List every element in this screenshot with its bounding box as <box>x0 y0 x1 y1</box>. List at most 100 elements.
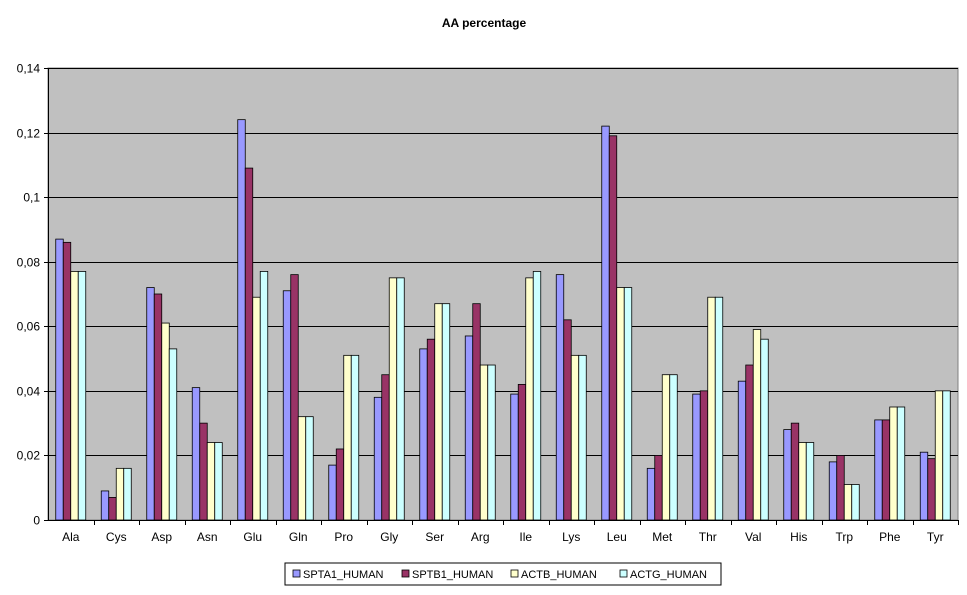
x-tick-label: Trp <box>835 530 853 544</box>
bar-ACTB_HUMAN-Val <box>752 329 762 521</box>
bar-SPTA1_HUMAN-Lys <box>555 274 565 521</box>
x-tick-label: Ala <box>62 530 80 544</box>
x-tick-label: Thr <box>699 530 717 544</box>
legend-label-ACTG_HUMAN: ACTG_HUMAN <box>630 569 707 581</box>
bar-ACTG_HUMAN-Cys <box>123 467 132 521</box>
bar-ACTB_HUMAN-Cys <box>115 467 125 521</box>
x-tick-label: Arg <box>471 530 490 544</box>
bar-SPTA1_HUMAN-Asp <box>146 287 155 521</box>
bar-ACTB_HUMAN-Asn <box>206 442 216 521</box>
bar-SPTB1_HUMAN-Glu <box>244 167 254 521</box>
bar-SPTB1_HUMAN-Lys <box>563 319 572 521</box>
bar-SPTB1_HUMAN-Thr <box>699 390 709 521</box>
x-tick-label: Met <box>652 530 673 544</box>
bar-SPTA1_HUMAN-Glu <box>237 119 246 521</box>
bar-ACTG_HUMAN-Phe <box>896 406 906 521</box>
bar-ACTG_HUMAN-Ala <box>77 270 87 521</box>
legend-label-ACTB_HUMAN: ACTB_HUMAN <box>521 569 597 581</box>
bar-SPTB1_HUMAN-Cys <box>108 496 117 521</box>
bar-SPTA1_HUMAN-Met <box>646 467 656 521</box>
bar-ACTG_HUMAN-Leu <box>623 287 633 521</box>
bar-ACTB_HUMAN-Asp <box>161 322 170 521</box>
bar-ACTB_HUMAN-His <box>798 442 807 521</box>
y-tick-label: 0,04 <box>17 385 41 399</box>
bar-ACTB_HUMAN-Ser <box>434 303 443 521</box>
bar-ACTB_HUMAN-Leu <box>616 287 625 521</box>
x-tick-label: Ser <box>425 530 444 544</box>
bar-ACTB_HUMAN-Met <box>661 374 671 521</box>
legend-swatch-SPTB1_HUMAN <box>401 569 410 578</box>
bar-ACTB_HUMAN-Lys <box>570 354 580 521</box>
x-tick-label: Gln <box>289 530 308 544</box>
y-tick-label: 0,1 <box>23 191 40 205</box>
x-tick-label: Gly <box>380 530 398 544</box>
bar-ACTB_HUMAN-Ile <box>525 277 534 521</box>
bar-ACTB_HUMAN-Thr <box>707 296 716 521</box>
bar-SPTA1_HUMAN-Asn <box>191 387 201 521</box>
x-tick-label: Val <box>745 530 761 544</box>
bar-SPTB1_HUMAN-His <box>790 422 800 521</box>
x-tick-label: Leu <box>607 530 627 544</box>
bar-ACTG_HUMAN-Gln <box>305 416 314 521</box>
bar-ACTG_HUMAN-Lys <box>578 354 587 521</box>
bar-ACTB_HUMAN-Gly <box>388 277 398 521</box>
bar-SPTA1_HUMAN-Arg <box>464 335 474 521</box>
bar-SPTB1_HUMAN-Asp <box>153 293 163 521</box>
bar-ACTB_HUMAN-Tyr <box>934 390 944 521</box>
x-tick-label: Tyr <box>927 530 944 544</box>
bar-SPTA1_HUMAN-Ser <box>419 348 428 521</box>
bar-ACTB_HUMAN-Arg <box>479 364 489 521</box>
bar-ACTG_HUMAN-Tyr <box>942 390 951 521</box>
x-tick-label: Glu <box>243 530 262 544</box>
legend-swatch-ACTB_HUMAN <box>510 569 519 578</box>
bar-SPTA1_HUMAN-Ile <box>510 393 519 521</box>
bar-ACTB_HUMAN-Gln <box>297 416 307 521</box>
y-tick-label: 0,14 <box>17 62 41 76</box>
legend-swatch-ACTG_HUMAN <box>619 569 628 578</box>
bar-SPTB1_HUMAN-Asn <box>199 422 208 521</box>
bar-SPTA1_HUMAN-Trp <box>828 461 838 521</box>
bar-ACTG_HUMAN-Met <box>669 374 678 521</box>
bar-SPTB1_HUMAN-Ser <box>426 338 436 521</box>
bar-ACTG_HUMAN-His <box>805 442 815 521</box>
bar-SPTB1_HUMAN-Gly <box>381 374 390 521</box>
bar-ACTB_HUMAN-Phe <box>889 406 898 521</box>
x-tick-label: Phe <box>879 530 901 544</box>
y-tick-label: 0,06 <box>17 320 41 334</box>
bar-SPTB1_HUMAN-Phe <box>881 419 891 521</box>
bar-ACTB_HUMAN-Pro <box>343 354 352 521</box>
bar-SPTA1_HUMAN-Cys <box>100 490 110 521</box>
bar-SPTA1_HUMAN-Ala <box>55 238 64 521</box>
x-tick-label: Pro <box>334 530 353 544</box>
x-tick-label: Cys <box>106 530 127 544</box>
bar-SPTA1_HUMAN-Phe <box>874 419 883 521</box>
bar-ACTG_HUMAN-Arg <box>487 364 496 521</box>
bar-ACTG_HUMAN-Ser <box>441 303 451 521</box>
plot-background <box>47 67 959 521</box>
bar-SPTB1_HUMAN-Ile <box>517 383 527 521</box>
legend: SPTA1_HUMAN SPTB1_HUMAN ACTB_HUMAN ACTG_HUM… <box>284 562 722 586</box>
bar-SPTA1_HUMAN-Thr <box>692 393 701 521</box>
bar-SPTA1_HUMAN-Tyr <box>919 451 929 521</box>
y-tick-label: 0,12 <box>17 127 41 141</box>
legend-label-SPTB1_HUMAN: SPTB1_HUMAN <box>412 569 493 581</box>
x-tick-label: His <box>790 530 807 544</box>
bar-SPTB1_HUMAN-Met <box>654 455 663 521</box>
bar-SPTB1_HUMAN-Ala <box>62 241 72 521</box>
bar-ACTG_HUMAN-Gly <box>396 277 405 521</box>
bar-SPTB1_HUMAN-Gln <box>290 274 299 521</box>
bar-ACTG_HUMAN-Pro <box>350 354 360 521</box>
bar-ACTG_HUMAN-Thr <box>714 296 724 521</box>
bar-SPTA1_HUMAN-His <box>783 429 792 521</box>
bar-ACTB_HUMAN-Trp <box>843 484 853 521</box>
plot-area: 0 0,02 0,04 0,06 0,08 0,1 0,12 0,14 Ala Cys Asp Asn… <box>17 62 959 544</box>
legend-box <box>284 562 722 586</box>
legend-label-SPTA1_HUMAN: SPTA1_HUMAN <box>303 569 384 581</box>
bar-SPTA1_HUMAN-Gly <box>373 396 383 521</box>
x-tick-label: Asp <box>151 530 172 544</box>
legend-swatch-SPTA1_HUMAN <box>292 569 301 578</box>
bar-SPTB1_HUMAN-Val <box>745 364 754 521</box>
bar-SPTB1_HUMAN-Tyr <box>927 458 936 521</box>
y-tick-label: 0,02 <box>17 449 41 463</box>
